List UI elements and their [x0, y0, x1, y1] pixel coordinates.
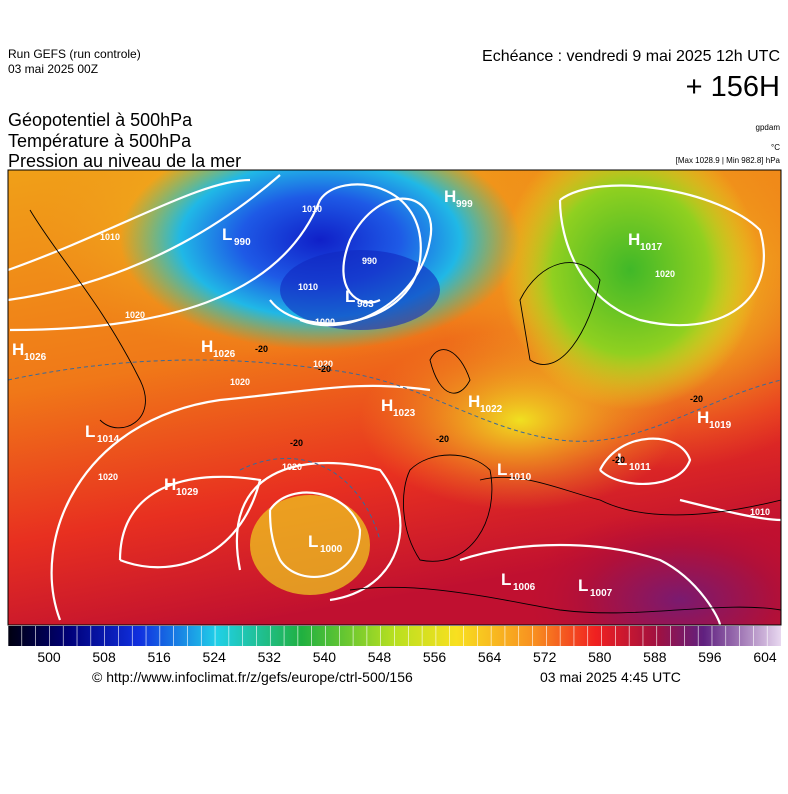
pressure-center-value: 999	[456, 199, 473, 210]
pressure-center-value: 983	[357, 299, 374, 310]
pressure-center-type: L	[501, 570, 511, 589]
colorbar-tick-label: 540	[313, 649, 337, 665]
unit-label: °C	[771, 143, 780, 152]
temperature-label: -20	[436, 434, 449, 444]
pressure-center-type: H	[164, 475, 176, 494]
colorbar-tick-label: 516	[147, 649, 171, 665]
generated-time: 03 mai 2025 4:45 UTC	[540, 669, 681, 685]
temperature-label: -20	[290, 438, 303, 448]
temperature-label: -20	[690, 394, 703, 404]
field-title: Température à 500hPa	[8, 131, 192, 151]
colorbar-tick-label: 604	[753, 649, 777, 665]
isobar-label: 1010	[750, 507, 770, 517]
unit-label: gpdam	[756, 123, 781, 132]
isobar-label: 1020	[655, 269, 675, 279]
isobar-label: 1020	[230, 377, 250, 387]
pressure-center-value: 1000	[320, 544, 343, 555]
map-frame	[7, 169, 782, 626]
colorbar-ticks: 500 508 516 524 532 540 548 556 564 572 580 588 596 6…	[7, 626, 777, 665]
pressure-center-type: H	[201, 337, 213, 356]
run-date: 03 mai 2025 00Z	[8, 62, 98, 76]
isobar-label: 1010	[302, 204, 322, 214]
lead-time: + 156H	[686, 71, 780, 103]
pressure-center-type: L	[578, 576, 588, 595]
colorbar-tick-label: 500	[37, 649, 61, 665]
colorbar-tick-label: 596	[698, 649, 722, 665]
temperature-label: -20	[612, 455, 625, 465]
pressure-center-value: 1011	[629, 462, 651, 473]
colorbar-tick-label: 580	[588, 649, 612, 665]
colorbar-tick-label: 588	[643, 649, 667, 665]
pressure-center-type: H	[468, 392, 480, 411]
colorbar-tick-label: 508	[92, 649, 116, 665]
pressure-center-value: 990	[234, 237, 251, 248]
map-field	[8, 170, 781, 625]
temperature-label: -20	[255, 344, 268, 354]
run-label: Run GEFS (run controle)	[8, 47, 141, 61]
pressure-center-type: H	[628, 230, 640, 249]
pressure-center-type: H	[697, 408, 709, 427]
pressure-center-type: H	[381, 396, 393, 415]
unit-label: [Max 1028.9 | Min 982.8] hPa	[676, 156, 781, 165]
pressure-center-type: L	[497, 460, 507, 479]
field-title: Géopotentiel à 500hPa	[8, 110, 193, 130]
isotherms	[8, 359, 781, 541]
isobar-label: 1000	[315, 317, 335, 327]
colorbar-tick-label: 548	[368, 649, 392, 665]
temperature-label: -20	[318, 364, 331, 374]
pressure-center-value: 1022	[480, 404, 503, 415]
colorbar-tick-label: 564	[478, 649, 502, 665]
pressure-center-value: 1006	[513, 582, 536, 593]
pressure-center-value: 1029	[176, 487, 199, 498]
pressure-center-type: H	[444, 187, 456, 206]
isobar-label: 1010	[100, 232, 120, 242]
colorbar-tick-label: 556	[423, 649, 447, 665]
pressure-center-value: 1017	[640, 242, 663, 253]
field-title: Pression au niveau de la mer	[8, 151, 241, 171]
isobar-label: 1010	[298, 282, 318, 292]
pressure-center-type: L	[308, 532, 318, 551]
echeance: Echéance : vendredi 9 mai 2025 12h UTC	[482, 48, 780, 65]
colorbar-tick-label: 532	[258, 649, 282, 665]
colorbar-tick-label: 572	[533, 649, 557, 665]
pressure-center-value: 1010	[509, 472, 532, 483]
pressure-center-value: 1014	[97, 434, 120, 445]
pressure-center-type: L	[345, 287, 355, 306]
isobar-label: 990	[362, 256, 377, 266]
colorbar-tick-label: 524	[203, 649, 227, 665]
pressure-center-value: 1026	[213, 349, 236, 360]
source-url: © http://www.infoclimat.fr/z/gefs/europe…	[92, 669, 413, 685]
pressure-center-type: H	[12, 340, 24, 359]
isobars	[8, 174, 781, 625]
pressure-center-value: 1007	[590, 588, 613, 599]
pressure-center-type: L	[85, 422, 95, 441]
pressure-center-value: 1026	[24, 352, 47, 363]
coastlines	[29, 209, 781, 614]
pressure-center-type: L	[222, 225, 232, 244]
isobar-label: 1020	[313, 359, 333, 369]
pressure-center-value: 1023	[393, 408, 416, 419]
isobar-label: 1020	[98, 472, 118, 482]
isobar-label: 1020	[282, 462, 302, 472]
pressure-center-value: 1019	[709, 420, 732, 431]
isobar-label: 1020	[125, 310, 145, 320]
pressure-center-type: L	[617, 450, 627, 469]
